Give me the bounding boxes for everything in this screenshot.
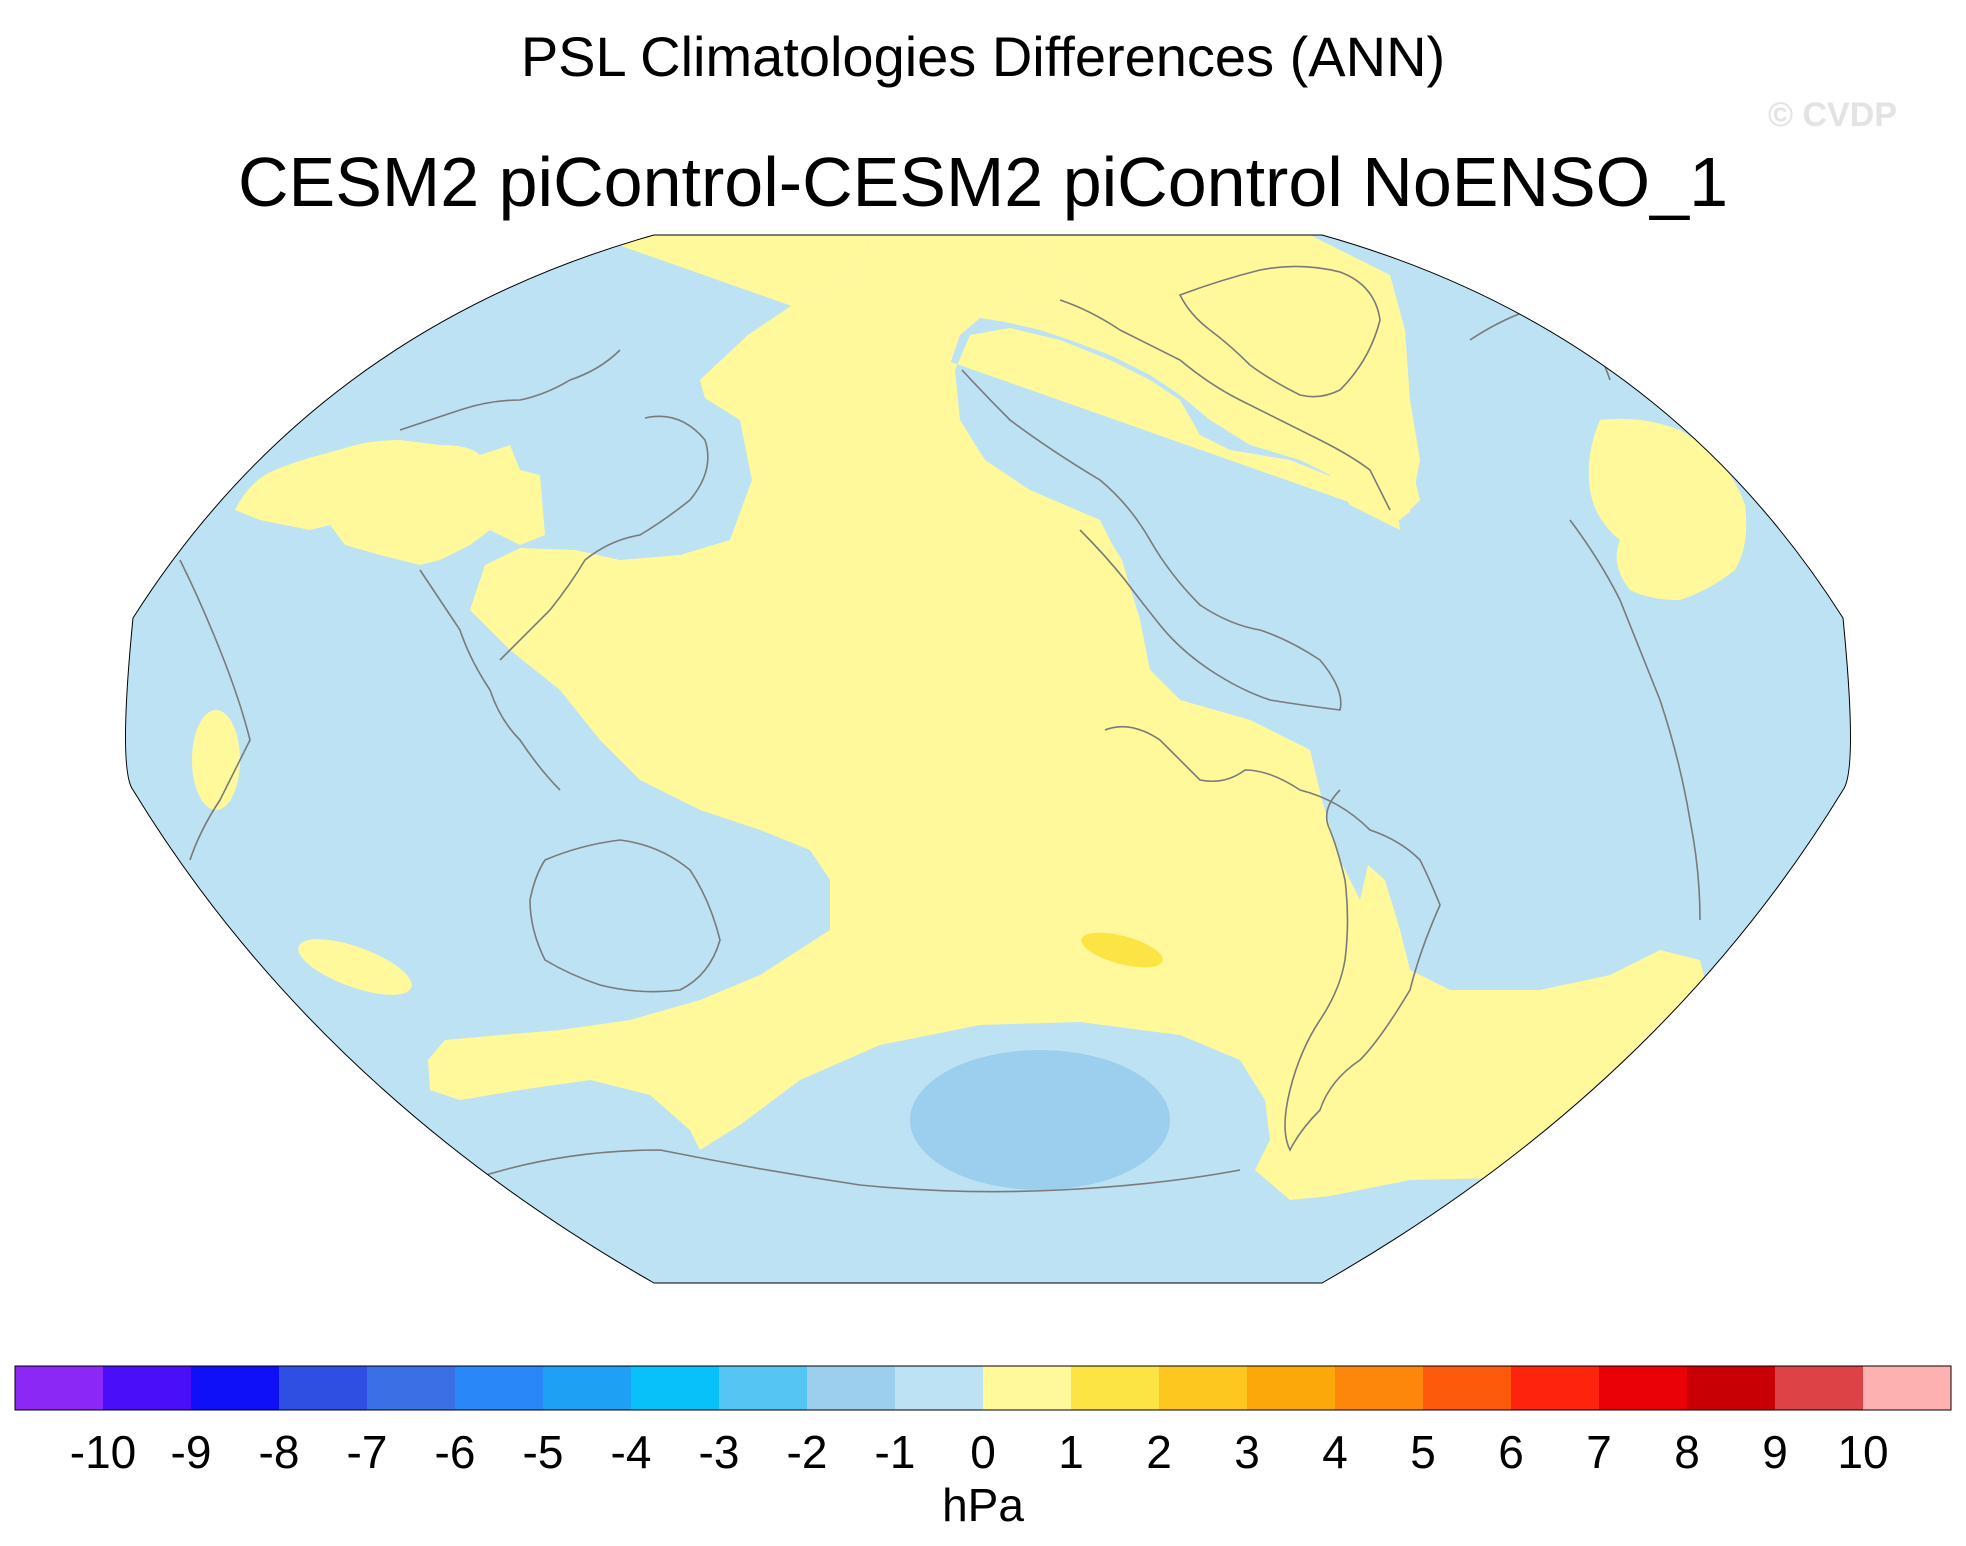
cvdp-watermark: © CVDP	[1768, 96, 1897, 134]
colorbar-box	[1511, 1366, 1600, 1410]
colorbar-tick-label: -4	[611, 1426, 652, 1478]
colorbar-tick-label: -7	[347, 1426, 388, 1478]
colorbar-tick-label: 1	[1058, 1426, 1084, 1478]
region-pos-europe	[1588, 418, 1747, 600]
colorbar-box	[1863, 1366, 1952, 1410]
colorbar-box	[1335, 1366, 1424, 1410]
colorbar-box	[895, 1366, 984, 1410]
colorbar-box	[1159, 1366, 1248, 1410]
colorbar-tick-label: -10	[70, 1426, 136, 1478]
colorbar-box	[807, 1366, 896, 1410]
colorbar-box	[1599, 1366, 1688, 1410]
colorbar-box	[1247, 1366, 1336, 1410]
coastlines	[179, 265, 1701, 1193]
colorbar-box	[983, 1366, 1072, 1410]
colorbar-labels: -10 -9 -8 -7 -6 -5 -4 -3 -2 -1 0 1 2 3 4 5 6 7 8 9 10	[70, 1426, 1889, 1478]
colorbar-tick-label: 7	[1586, 1426, 1612, 1478]
colorbar-tick-label: -1	[875, 1426, 916, 1478]
colorbar-box	[367, 1366, 456, 1410]
colorbar-tick-label: 2	[1146, 1426, 1172, 1478]
colorbar-tick-label: 5	[1410, 1426, 1436, 1478]
colorbar-tick-label: 3	[1234, 1426, 1260, 1478]
colorbar-boxes	[14, 1365, 1952, 1411]
colorbar-box	[191, 1366, 280, 1410]
plot-subtitle: CESM2 piControl-CESM2 piControl NoENSO_1	[238, 143, 1728, 221]
colorbar-box	[543, 1366, 632, 1410]
colorbar-box	[103, 1366, 192, 1410]
colorbar-tick-label: 8	[1674, 1426, 1700, 1478]
colorbar-tick-label: 6	[1498, 1426, 1524, 1478]
plot-title: PSL Climatologies Differences (ANN)	[520, 25, 1446, 88]
colorbar-box	[1775, 1366, 1864, 1410]
region-pos-asia	[235, 440, 545, 565]
region-neg-1-2	[910, 1050, 1170, 1190]
colorbar-box	[1071, 1366, 1160, 1410]
region-pos-1-2	[1081, 932, 1163, 968]
region-pos-greenland	[980, 235, 1420, 523]
map-field	[125, 235, 1851, 1283]
colorbar-box	[279, 1366, 368, 1410]
colorbar-tick-label: 4	[1322, 1426, 1348, 1478]
robinson-map	[125, 234, 1851, 1284]
colorbar-tick-label: -9	[171, 1426, 212, 1478]
colorbar-tick-label: -3	[699, 1426, 740, 1478]
colorbar-frame	[14, 1365, 1952, 1411]
colorbar-tick-label: -8	[259, 1426, 300, 1478]
region-pos-bering	[700, 235, 1355, 905]
region-pos-south-indian	[298, 939, 412, 995]
colorbar-tick-label: -5	[523, 1426, 564, 1478]
colorbar-box	[719, 1366, 808, 1410]
colorbar-box	[1687, 1366, 1776, 1410]
colorbar-tick-label: -2	[787, 1426, 828, 1478]
colorbar-tick-label: -6	[435, 1426, 476, 1478]
colorbar-box	[1423, 1366, 1512, 1410]
colorbar-tick-label: 10	[1837, 1426, 1888, 1478]
map-border	[125, 234, 1851, 1284]
colorbar-box	[15, 1366, 104, 1410]
colorbar-tick-label: 0	[970, 1426, 996, 1478]
colorbar-units: hPa	[942, 1479, 1024, 1531]
colorbar-box	[631, 1366, 720, 1410]
colorbar-box	[455, 1366, 544, 1410]
colorbar-tick-label: 9	[1762, 1426, 1788, 1478]
